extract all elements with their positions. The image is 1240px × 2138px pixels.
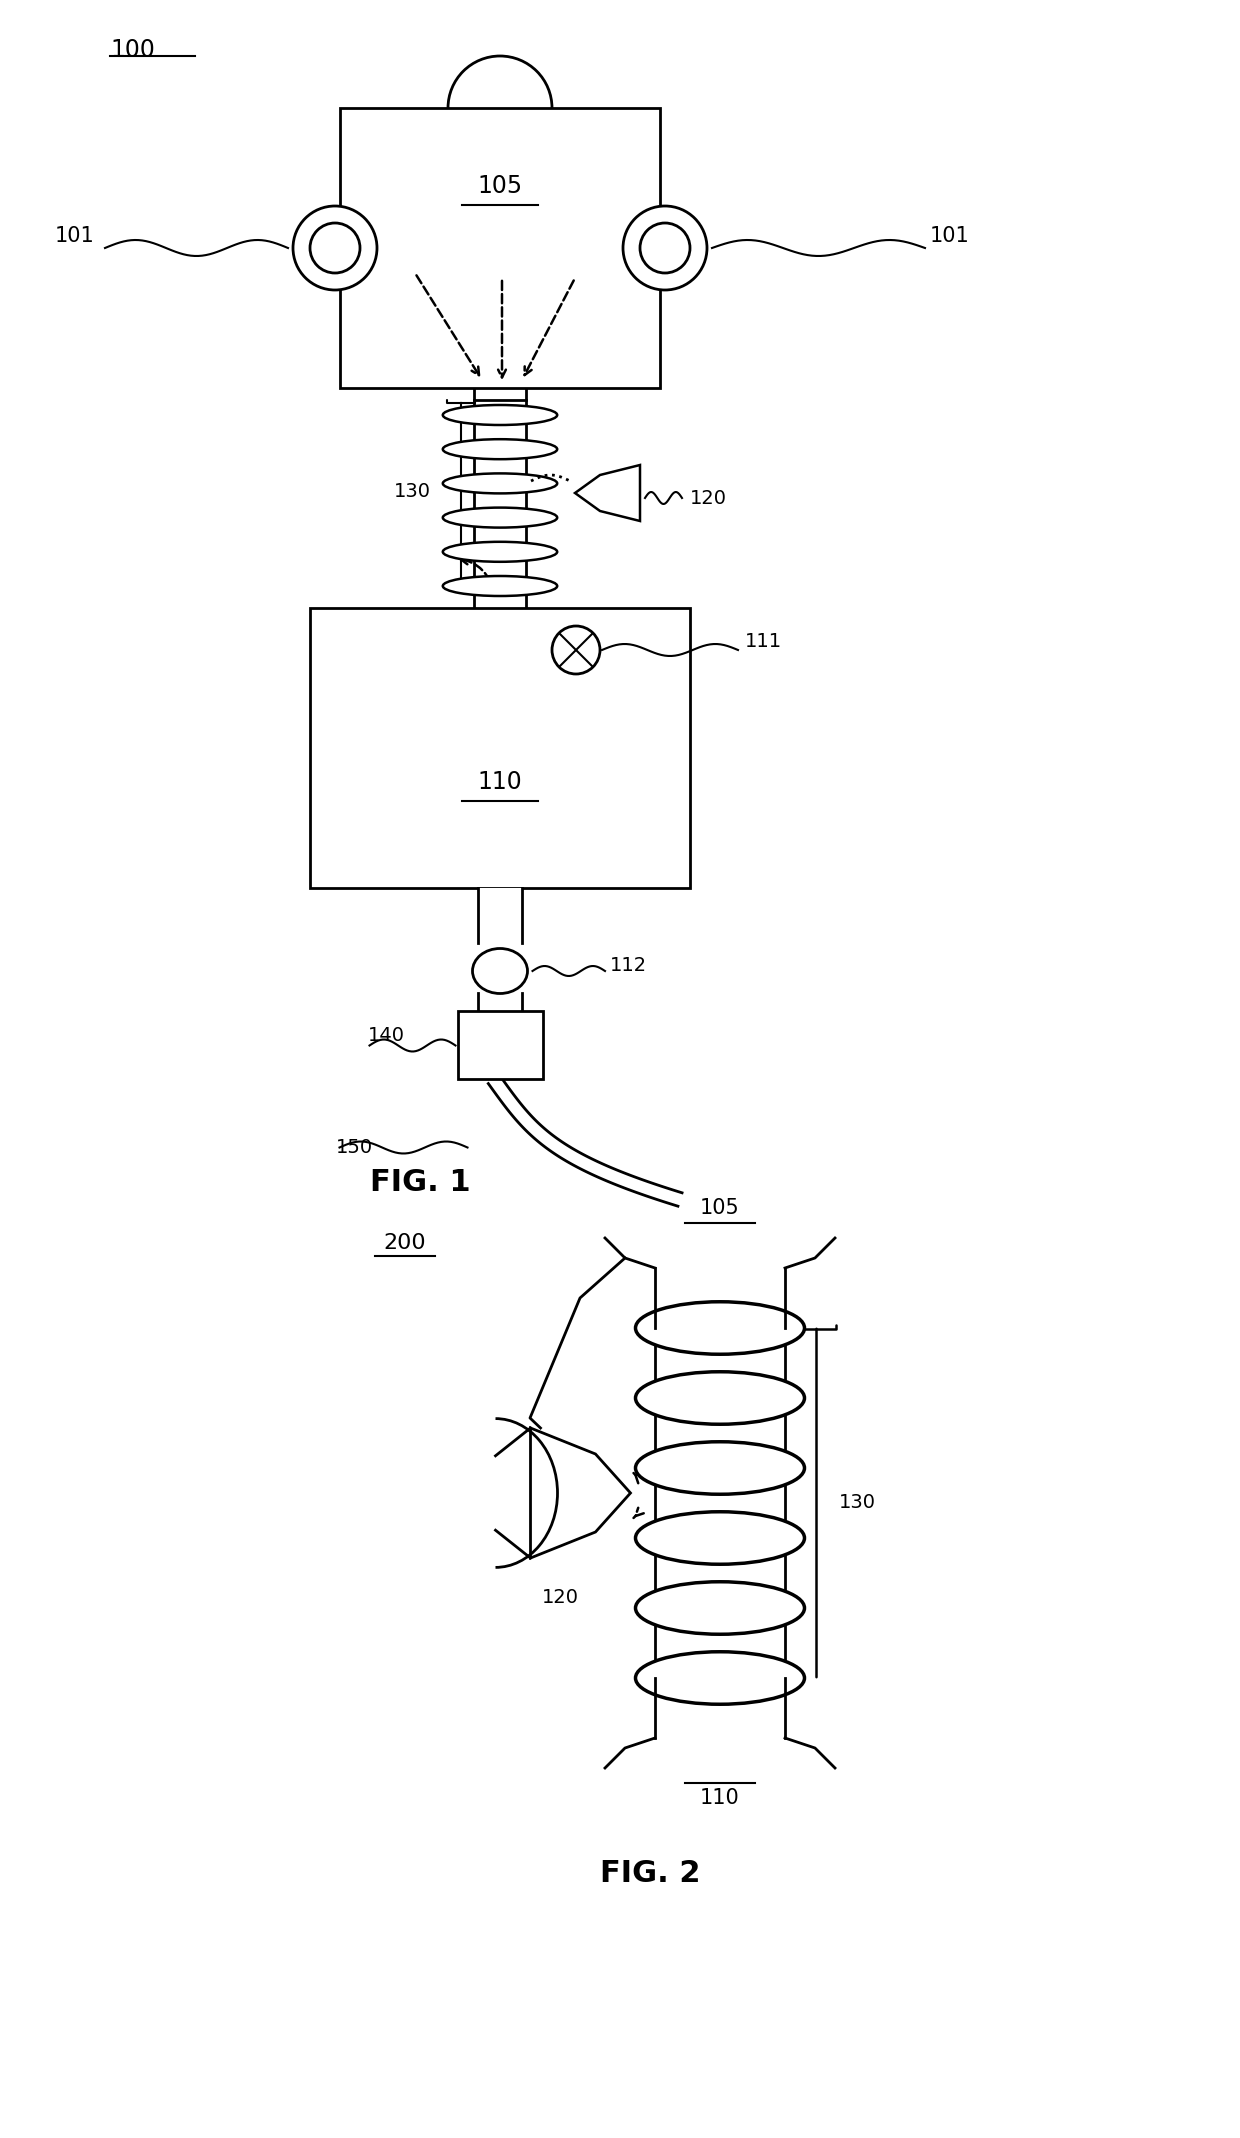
Text: 140: 140 (367, 1026, 404, 1045)
Ellipse shape (635, 1302, 805, 1353)
Ellipse shape (635, 1582, 805, 1633)
Text: 120: 120 (542, 1589, 579, 1608)
Polygon shape (477, 887, 522, 943)
Polygon shape (575, 464, 640, 522)
Polygon shape (310, 607, 689, 887)
Ellipse shape (443, 472, 557, 494)
Text: FIG. 1: FIG. 1 (370, 1169, 470, 1197)
Text: 105: 105 (477, 175, 522, 199)
Text: 101: 101 (930, 227, 970, 246)
Ellipse shape (443, 507, 557, 528)
Polygon shape (474, 387, 526, 607)
Text: 112: 112 (610, 956, 647, 975)
Ellipse shape (443, 404, 557, 425)
Text: 130: 130 (838, 1494, 875, 1512)
Ellipse shape (635, 1441, 805, 1494)
Circle shape (640, 222, 689, 274)
Text: 200: 200 (383, 1234, 427, 1253)
Text: 150: 150 (336, 1137, 373, 1157)
Circle shape (552, 626, 600, 673)
Text: 111: 111 (745, 633, 782, 652)
Ellipse shape (472, 949, 527, 994)
Polygon shape (531, 1428, 630, 1559)
Polygon shape (458, 1011, 543, 1080)
Text: 105: 105 (701, 1197, 740, 1219)
Ellipse shape (443, 541, 557, 562)
Text: 120: 120 (689, 487, 727, 507)
Circle shape (293, 205, 377, 291)
Text: FIG. 2: FIG. 2 (600, 1858, 701, 1888)
Ellipse shape (635, 1373, 805, 1424)
Text: 110: 110 (477, 770, 522, 793)
Text: 110: 110 (701, 1787, 740, 1809)
Text: 101: 101 (55, 227, 94, 246)
Ellipse shape (443, 575, 557, 597)
Circle shape (310, 222, 360, 274)
Ellipse shape (443, 438, 557, 460)
Text: 100: 100 (110, 38, 155, 62)
Ellipse shape (635, 1653, 805, 1704)
Polygon shape (340, 109, 660, 387)
Ellipse shape (635, 1512, 805, 1565)
Text: 130: 130 (394, 483, 432, 502)
Circle shape (622, 205, 707, 291)
